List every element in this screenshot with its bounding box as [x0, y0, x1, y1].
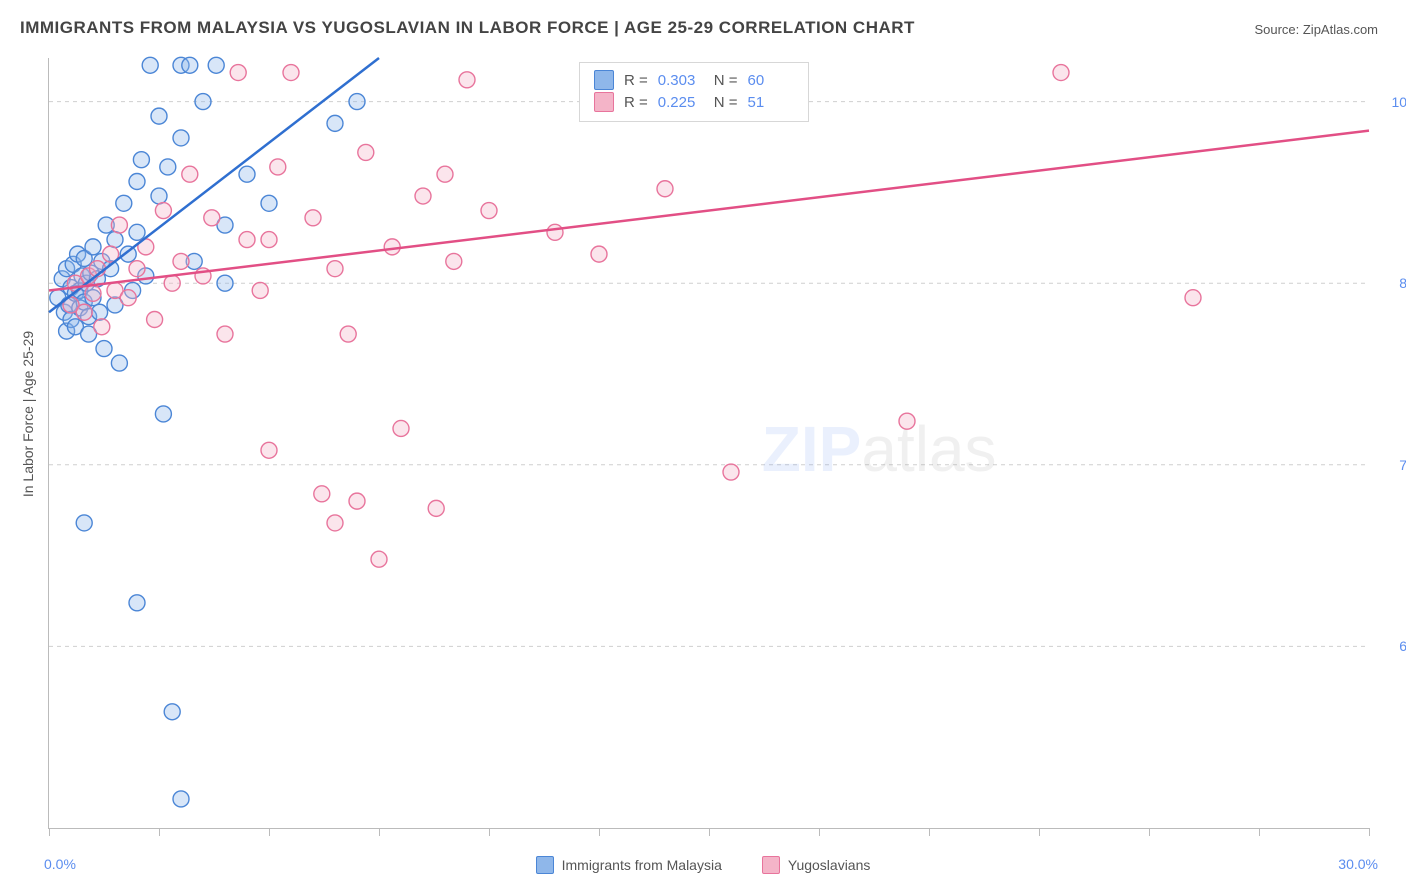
bottom-legend: Immigrants from Malaysia Yugoslavians — [0, 856, 1406, 874]
stats-row: R = 0.225 N = 51 — [594, 91, 794, 113]
chart-svg — [49, 58, 1369, 828]
stats-n-label: N = — [714, 72, 738, 89]
legend-item: Immigrants from Malaysia — [536, 856, 722, 874]
y-axis-label-wrap: In Labor Force | Age 25-29 — [18, 0, 38, 828]
legend-item: Yugoslavians — [762, 856, 871, 874]
x-tick — [599, 828, 600, 836]
source-attribution: Source: ZipAtlas.com — [1254, 22, 1378, 37]
x-tick — [489, 828, 490, 836]
stats-swatch — [594, 70, 614, 90]
x-tick — [49, 828, 50, 836]
stats-row: R = 0.303 N = 60 — [594, 69, 794, 91]
stats-r-value: 0.225 — [658, 94, 704, 111]
stats-r-label: R = — [624, 94, 648, 111]
y-tick-label: 87.5% — [1379, 275, 1406, 291]
x-tick — [1369, 828, 1370, 836]
legend-swatch — [762, 856, 780, 874]
legend-swatch — [536, 856, 554, 874]
y-axis-label: In Labor Force | Age 25-29 — [20, 331, 36, 497]
stats-legend-box: R = 0.303 N = 60 R = 0.225 N = 51 — [579, 62, 809, 122]
x-tick — [1039, 828, 1040, 836]
chart-title: IMMIGRANTS FROM MALAYSIA VS YUGOSLAVIAN … — [20, 18, 915, 38]
x-tick — [819, 828, 820, 836]
x-tick — [929, 828, 930, 836]
y-tick-label: 75.0% — [1379, 457, 1406, 473]
x-tick — [1259, 828, 1260, 836]
x-tick — [709, 828, 710, 836]
stats-n-label: N = — [714, 94, 738, 111]
legend-label: Yugoslavians — [788, 857, 871, 873]
y-tick-label: 62.5% — [1379, 638, 1406, 654]
stats-n-value: 51 — [748, 94, 794, 111]
stats-r-value: 0.303 — [658, 72, 704, 89]
plot-area: R =0.303N =60R =0.225N =51 ZIPatlas 62.5… — [48, 58, 1369, 829]
y-tick-label: 100.0% — [1379, 94, 1406, 110]
x-tick — [1149, 828, 1150, 836]
x-tick — [269, 828, 270, 836]
x-tick — [379, 828, 380, 836]
legend-label: Immigrants from Malaysia — [562, 857, 722, 873]
stats-swatch — [594, 92, 614, 112]
stats-n-value: 60 — [748, 72, 794, 89]
stats-r-label: R = — [624, 72, 648, 89]
x-tick — [159, 828, 160, 836]
